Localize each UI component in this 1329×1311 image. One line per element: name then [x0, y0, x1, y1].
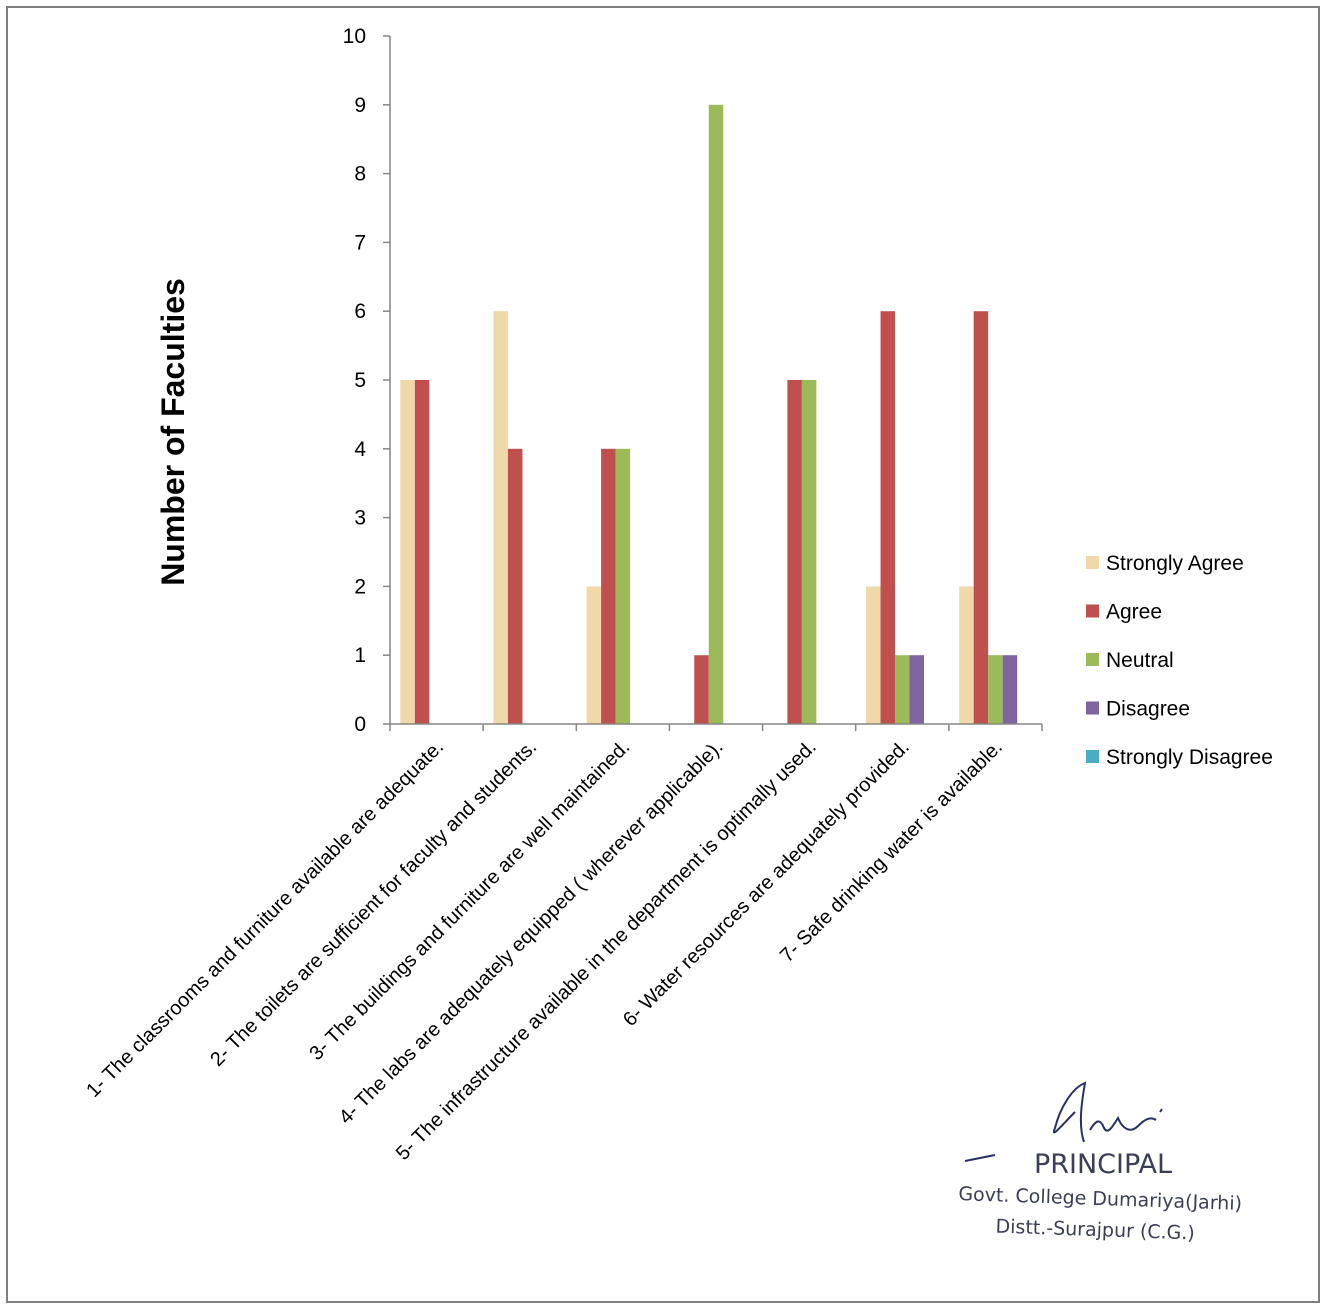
principal-stamp: PRINCIPAL Govt. College Dumariya(Jarhi) …	[958, 1081, 1242, 1245]
y-axis-title: Number of Faculties	[155, 278, 191, 586]
bar-strongly-agree	[400, 380, 415, 724]
x-category-label: 2- The toilets are sufficient for facult…	[206, 736, 541, 1071]
y-tick-labels: 0 1 2 3 4 5 6 7 8 9 10	[343, 25, 367, 736]
stamp-title: PRINCIPAL	[1034, 1149, 1172, 1180]
legend-swatch	[1086, 556, 1099, 569]
y-tick-label: 6	[354, 300, 366, 323]
bar-neutral	[895, 655, 910, 724]
x-category-label: 3- The buildings and furniture are well …	[305, 736, 634, 1065]
bar-strongly-agree	[493, 311, 508, 724]
signature-mark	[964, 1081, 1163, 1162]
y-tick-label: 1	[354, 644, 366, 667]
axes-group	[383, 35, 1043, 731]
y-tick-label: 7	[354, 231, 366, 254]
bar-agree	[787, 380, 802, 724]
legend-swatch	[1086, 701, 1099, 715]
legend: Strongly Agree Agree Neutral Disagree Strong…	[1086, 552, 1273, 769]
bar-agree	[973, 311, 989, 724]
bar-agree	[694, 655, 709, 724]
legend-swatch	[1086, 653, 1099, 666]
bar-neutral	[988, 655, 1003, 724]
legend-swatch	[1086, 750, 1099, 763]
legend-label: Agree	[1106, 601, 1162, 624]
legend-label: Strongly Disagree	[1106, 746, 1273, 769]
stamp-district: Distt.-Surajpur (C.G.)	[995, 1216, 1195, 1245]
bar-disagree	[1002, 655, 1018, 724]
y-tick-label: 0	[354, 713, 366, 736]
bar-neutral	[615, 448, 631, 724]
bar-agree	[507, 448, 523, 724]
y-tick-label: 5	[354, 369, 366, 392]
legend-label: Strongly Agree	[1106, 552, 1244, 575]
y-tick-label: 10	[343, 25, 366, 48]
x-category-label: 5- The infrastructure available in the d…	[392, 736, 821, 1165]
legend-label: Neutral	[1106, 649, 1174, 672]
bar-strongly-agree	[959, 586, 974, 724]
chart-frame	[6, 6, 1320, 1303]
bar-neutral	[708, 104, 724, 725]
bars-group	[400, 104, 1018, 725]
x-category-label: 1- The classrooms and furniture availabl…	[82, 736, 448, 1102]
bar-agree	[880, 311, 896, 724]
stamp-college: Govt. College Dumariya(Jarhi)	[958, 1183, 1242, 1215]
y-tick-label: 9	[354, 94, 366, 117]
bar-disagree	[909, 655, 925, 724]
bar-neutral	[801, 380, 817, 724]
bar-agree	[414, 380, 430, 724]
y-tick-label: 4	[354, 438, 366, 461]
bar-agree	[601, 448, 616, 724]
y-tick-label: 2	[354, 575, 366, 598]
legend-swatch	[1086, 604, 1099, 618]
bar-strongly-agree	[586, 586, 602, 724]
y-tick-label: 8	[354, 163, 366, 186]
y-tick-label: 3	[354, 507, 366, 530]
bar-strongly-agree	[866, 586, 881, 724]
x-tick-labels: 1- The classrooms and furniture availabl…	[82, 736, 1007, 1165]
legend-label: Disagree	[1106, 698, 1190, 721]
